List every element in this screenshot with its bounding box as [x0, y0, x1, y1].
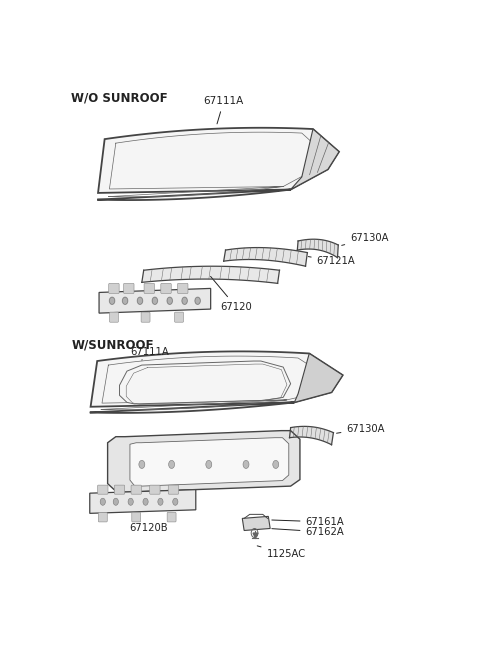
Text: 67130A: 67130A	[336, 424, 385, 434]
FancyBboxPatch shape	[168, 485, 179, 494]
Circle shape	[113, 498, 119, 505]
Circle shape	[100, 498, 106, 505]
FancyBboxPatch shape	[175, 312, 183, 322]
FancyBboxPatch shape	[144, 284, 155, 293]
FancyBboxPatch shape	[132, 512, 141, 522]
FancyBboxPatch shape	[109, 312, 119, 322]
Text: 67162A: 67162A	[272, 527, 344, 537]
FancyBboxPatch shape	[167, 512, 176, 522]
Circle shape	[143, 498, 148, 505]
Text: 67161A: 67161A	[272, 517, 344, 527]
FancyBboxPatch shape	[114, 485, 125, 494]
Polygon shape	[97, 128, 339, 200]
Circle shape	[243, 460, 249, 468]
Circle shape	[168, 460, 175, 468]
Circle shape	[195, 297, 200, 305]
FancyBboxPatch shape	[109, 284, 119, 293]
FancyBboxPatch shape	[98, 512, 107, 522]
Polygon shape	[297, 239, 338, 257]
Circle shape	[173, 498, 178, 505]
Polygon shape	[290, 129, 339, 189]
Polygon shape	[108, 430, 300, 492]
Polygon shape	[142, 266, 279, 284]
Text: 67120B: 67120B	[129, 514, 168, 533]
Text: 67111A: 67111A	[131, 347, 169, 360]
Circle shape	[182, 297, 187, 305]
Text: 67121A: 67121A	[308, 256, 355, 266]
Text: W/SUNROOF: W/SUNROOF	[71, 339, 154, 351]
FancyBboxPatch shape	[161, 284, 171, 293]
Circle shape	[109, 297, 115, 305]
Polygon shape	[289, 426, 334, 445]
Circle shape	[158, 498, 163, 505]
Circle shape	[137, 297, 143, 305]
Text: 1125AC: 1125AC	[257, 546, 306, 559]
Circle shape	[139, 460, 145, 468]
Text: W/O SUNROOF: W/O SUNROOF	[71, 91, 168, 104]
Circle shape	[128, 498, 133, 505]
Circle shape	[206, 460, 212, 468]
Polygon shape	[130, 438, 289, 486]
Circle shape	[167, 297, 172, 305]
FancyBboxPatch shape	[150, 485, 160, 494]
Polygon shape	[224, 248, 307, 266]
Text: 67120: 67120	[211, 276, 252, 312]
Text: 67130A: 67130A	[342, 233, 389, 246]
Polygon shape	[242, 516, 270, 531]
Polygon shape	[90, 490, 196, 514]
Polygon shape	[120, 361, 290, 404]
Polygon shape	[294, 354, 343, 402]
Text: 67111A: 67111A	[204, 96, 244, 124]
Circle shape	[122, 297, 128, 305]
FancyBboxPatch shape	[178, 284, 188, 293]
FancyBboxPatch shape	[131, 485, 142, 494]
Text: 67120B: 67120B	[142, 297, 180, 307]
FancyBboxPatch shape	[141, 312, 150, 322]
Text: 67115: 67115	[234, 444, 272, 454]
FancyBboxPatch shape	[124, 284, 134, 293]
Circle shape	[152, 297, 157, 305]
FancyBboxPatch shape	[97, 485, 108, 494]
Circle shape	[273, 460, 279, 468]
Polygon shape	[99, 288, 211, 313]
Polygon shape	[90, 351, 343, 413]
